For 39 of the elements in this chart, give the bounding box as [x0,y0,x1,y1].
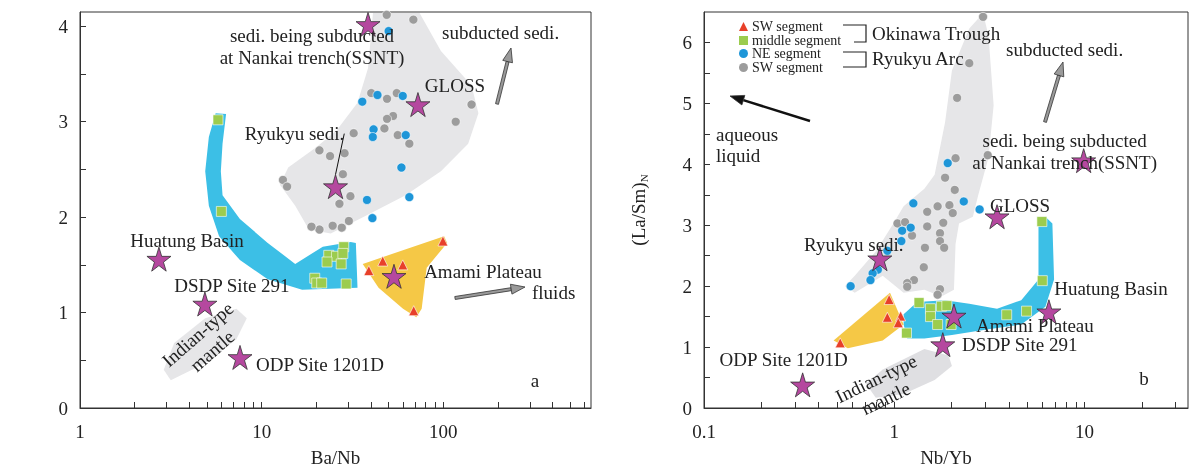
annotation: Ryukyu Arc [872,47,964,69]
annotation: a [530,369,540,391]
x-tick-label: 10 [1074,421,1094,442]
y-tick-label: 2 [58,206,68,228]
data-label: GLOSS [989,195,1051,217]
data-label: DSDP Site 291 [174,275,290,297]
y-tick-label: 4 [58,15,69,37]
annotation: subducted sedi. [442,21,560,43]
y-tick-label: 6 [682,31,692,53]
y-tick-label: 3 [682,214,692,236]
x-tick-label: 1 [75,421,85,442]
annotation: fluids [532,281,576,303]
y-tick-label: 5 [682,92,692,114]
y-tick-label: 0 [682,397,692,419]
y-tick-label: 4 [682,153,693,175]
data-label: Ryukyu sedi. [244,123,345,145]
x-tick-label: 1 [889,421,899,442]
data-label: Ryukyu sedi. [804,234,904,256]
y-tick-label: 0 [58,397,68,419]
annotation: aqueous liquid [716,124,779,166]
data-label: Huatung Basin [1054,278,1169,300]
data-label: sedi. being subducted at Nankai trench(SSNT) [219,24,405,69]
y-tick-label: 3 [58,111,68,133]
x-tick-label: 100 [429,421,458,442]
data-label: ODP Site 1201D [255,353,385,375]
x-axis-title: Nb/Yb [920,447,972,468]
y-tick-label: 1 [58,302,68,324]
annotation: b [1139,367,1149,389]
data-label: GLOSS [424,75,486,97]
y-tick-label: 1 [682,336,692,358]
y-axis-title: (La/Sm)N [628,174,650,246]
data-label: DSDP Site 291 [962,334,1078,356]
annotation: subducted sedi. [1006,38,1124,60]
x-tick-label: 10 [252,421,272,442]
annotation: Okinawa Trough [872,22,1001,44]
legend-label: SW segment [752,19,823,34]
x-tick-label: 0.1 [692,421,716,442]
x-axis-title: Ba/Nb [310,447,361,468]
y-tick-label: 2 [682,275,692,297]
